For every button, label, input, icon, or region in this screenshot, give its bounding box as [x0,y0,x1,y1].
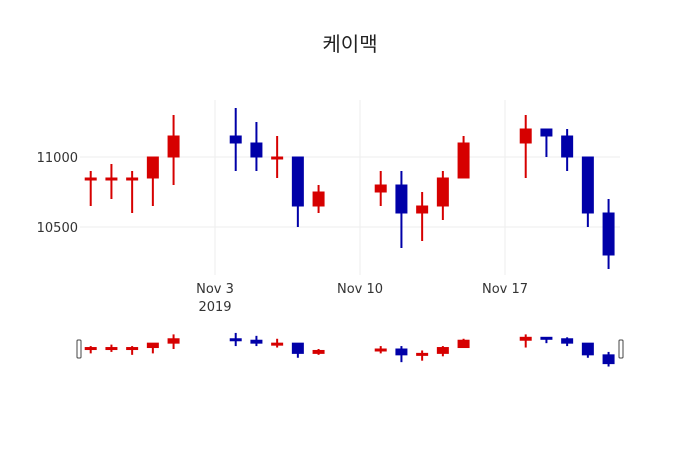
range-slider-right-handle[interactable] [618,339,624,359]
candle [416,192,429,241]
candle [271,136,284,178]
candle [374,171,387,206]
candle [602,351,615,367]
x-tick-label: Nov 3 [196,282,234,297]
candle [291,342,304,358]
candle [146,156,159,206]
chart-title: 케이맥 [322,32,378,56]
candle [519,115,532,178]
y-axis: 10500 11000 [37,151,78,236]
candle [457,338,470,349]
candle [395,346,408,363]
candle [229,108,242,171]
range-slider-left-handle[interactable] [76,339,82,359]
candle [84,171,97,206]
candle [126,346,139,355]
candle [291,156,304,227]
candle [105,164,118,199]
candle [581,342,594,358]
candle [167,334,180,349]
x-tick-label: Nov 10 [337,282,383,297]
x-tick-year: 2019 [198,300,231,315]
candle [250,335,263,347]
x-axis: Nov 3 2019 Nov 10 Nov 17 [196,282,528,315]
y-tick-label: 11000 [37,151,78,166]
candle [250,122,263,171]
candle [126,171,139,213]
candles-main [84,108,615,269]
candle [271,338,284,348]
gridlines [80,100,620,275]
candle [436,346,449,357]
candle [519,334,532,348]
candle [105,344,118,352]
candle [561,129,574,171]
candle [395,171,408,248]
candle [146,342,159,354]
candle [457,136,470,179]
candle [602,199,615,269]
candle [312,185,325,213]
candle [581,156,594,227]
candle [84,346,97,354]
candle [229,332,242,347]
x-tick-label: Nov 17 [482,282,528,297]
candle [374,346,387,354]
range-slider[interactable] [76,332,624,367]
y-tick-label: 10500 [37,221,78,236]
candle [540,336,553,344]
candle [312,349,325,355]
candle [436,171,449,220]
candle [416,350,429,361]
candle [167,115,180,185]
candle [561,337,574,347]
candle [540,128,553,157]
